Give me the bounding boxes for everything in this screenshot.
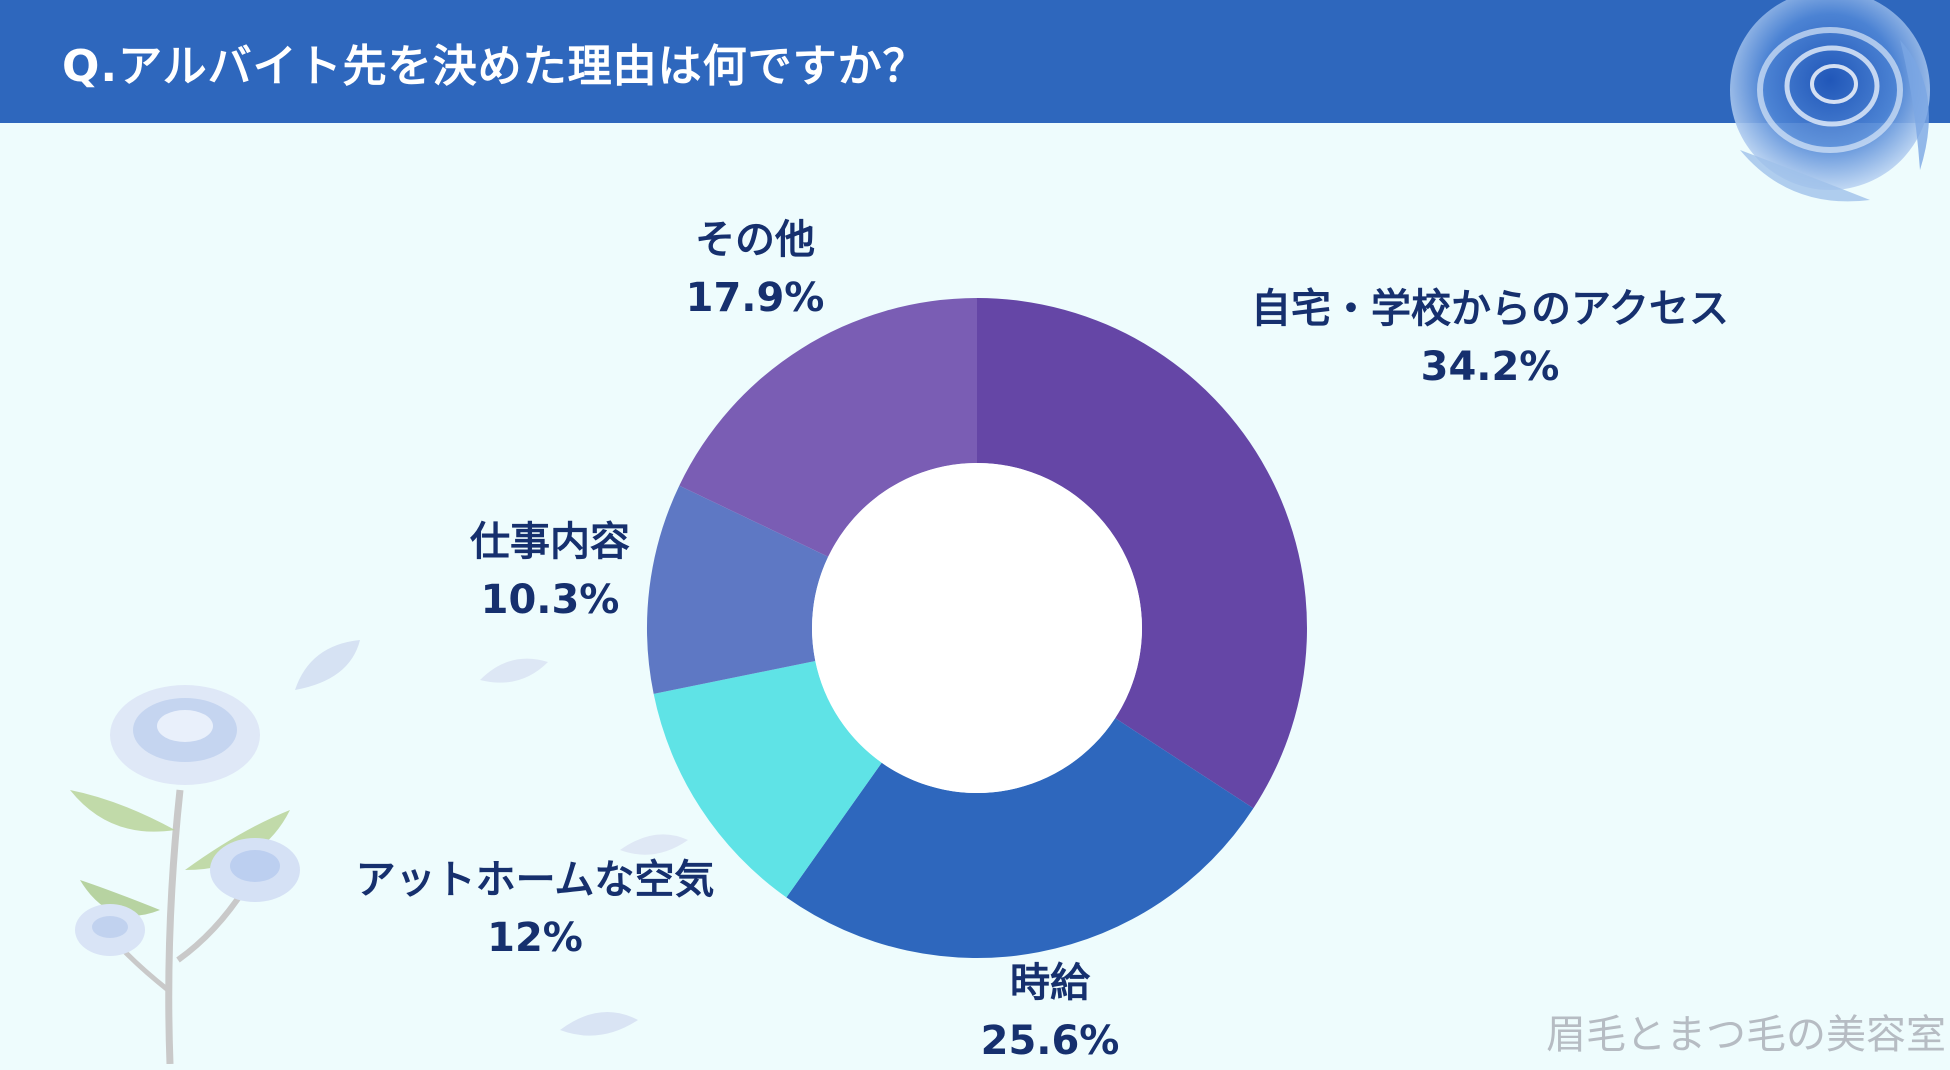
- slice-label-wage-name: 時給: [1010, 960, 1090, 1006]
- slice-label-wage-value: 25.6%: [980, 1018, 1120, 1064]
- slice-label-job-name: 仕事内容: [470, 519, 630, 565]
- slice-label-access-name: 自宅・学校からのアクセス: [1251, 286, 1729, 332]
- petal-icon: [295, 640, 360, 690]
- slice-label-wage: 時給 25.6%: [900, 954, 1200, 1070]
- donut-slice-2: [653, 660, 882, 898]
- donut-slice-1: [786, 718, 1254, 959]
- blue-rose-icon: [1730, 0, 1930, 202]
- slice-label-job-value: 10.3%: [480, 577, 620, 623]
- slice-label-other-value: 17.9%: [685, 275, 825, 321]
- white-rose-branch-icon: [70, 685, 300, 1064]
- donut-slice-3: [646, 485, 829, 694]
- petal-icon: [620, 834, 688, 855]
- donut-slice-4: [679, 298, 977, 557]
- slice-label-access-value: 34.2%: [1420, 344, 1560, 390]
- slice-label-access: 自宅・学校からのアクセス 34.2%: [1220, 280, 1760, 396]
- slice-label-other: その他 17.9%: [630, 211, 880, 327]
- slice-label-athome-value: 12%: [487, 915, 583, 961]
- watermark: 眉毛とまつ毛の美容室: [1546, 1012, 1946, 1058]
- slice-label-job: 仕事内容 10.3%: [400, 513, 700, 629]
- slice-label-other-name: その他: [695, 217, 815, 263]
- slice-label-athome: アットホームな空気 12%: [320, 851, 750, 967]
- page-title: Q.アルバイト先を決めた理由は何ですか？: [62, 41, 928, 92]
- petal-icon: [560, 1012, 638, 1036]
- slice-label-athome-name: アットホームな空気: [355, 857, 715, 903]
- petal-icon: [480, 658, 548, 683]
- donut-slice-0: [977, 298, 1307, 809]
- donut-hole: [812, 463, 1142, 793]
- header-bar: Q.アルバイト先を決めた理由は何ですか？: [0, 0, 1950, 123]
